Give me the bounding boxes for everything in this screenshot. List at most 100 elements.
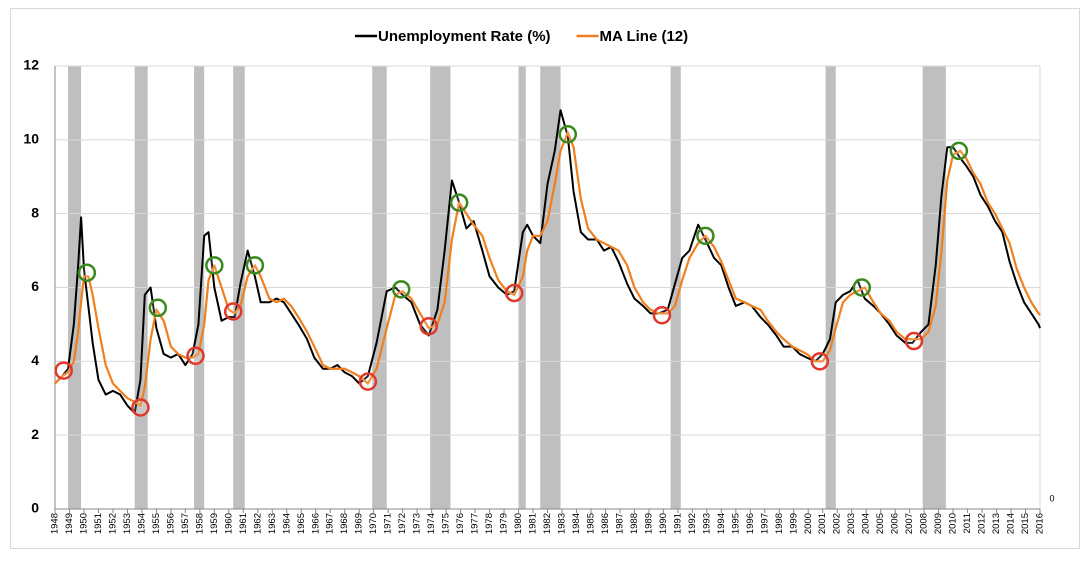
turning-point — [245, 256, 265, 275]
x-tick-label: 1978 — [484, 513, 495, 534]
y-tick-label: 12 — [23, 57, 39, 73]
x-tick-label: 1976 — [455, 513, 466, 534]
legend-label: MA Line (12) — [600, 28, 689, 45]
x-tick-label: 1952 — [107, 513, 118, 534]
y2-tick-label: 0 — [1049, 493, 1054, 503]
x-tick-label: 1992 — [687, 513, 698, 534]
x-tick-label: 2013 — [991, 513, 1002, 534]
x-tick-label: 1986 — [600, 513, 611, 534]
turning-point — [77, 263, 97, 282]
x-tick-label: 1949 — [64, 513, 75, 534]
turning-point — [504, 283, 524, 303]
x-tick-label: 2016 — [1035, 513, 1046, 534]
turning-point — [131, 398, 150, 417]
x-tick-label: 2011 — [962, 513, 973, 533]
turning-point — [54, 361, 73, 380]
x-tick-label: 1997 — [759, 513, 770, 534]
x-tick-label: 1954 — [136, 513, 147, 534]
x-tick-label: 1959 — [209, 513, 220, 534]
x-tick-label: 1970 — [368, 513, 379, 534]
turning-point — [186, 346, 205, 366]
x-tick-label: 1971 — [383, 513, 394, 534]
x-tick-label: 2004 — [861, 513, 872, 534]
x-tick-label: 2015 — [1020, 513, 1031, 534]
x-tick-label: 1963 — [267, 513, 278, 534]
x-tick-label: 2012 — [977, 513, 988, 534]
x-tick-label: 1980 — [513, 513, 524, 534]
x-tick-label: 1985 — [585, 513, 596, 534]
turning-point — [419, 317, 438, 336]
x-tick-label: 1989 — [643, 513, 654, 534]
x-tick-label: 1962 — [252, 513, 263, 534]
y-tick-label: 4 — [31, 352, 39, 368]
legend-label: Unemployment Rate (%) — [378, 28, 551, 45]
turning-point — [148, 298, 168, 318]
x-tick-label: 1951 — [93, 513, 104, 534]
x-tick-label: 1983 — [557, 513, 568, 534]
x-tick-label: 1961 — [238, 513, 249, 534]
x-tick-label: 1953 — [122, 513, 133, 534]
x-tick-label: 1998 — [774, 513, 785, 534]
x-tick-label: 2000 — [803, 513, 814, 534]
x-tick-label: 1988 — [629, 513, 640, 534]
turning-point — [810, 352, 830, 371]
x-tick-label: 1995 — [730, 513, 741, 534]
x-tick-label: 2001 — [817, 513, 828, 534]
x-tick-label: 1982 — [542, 513, 553, 534]
x-tick-label: 1972 — [397, 513, 408, 534]
turning-point — [449, 193, 469, 212]
turning-point — [904, 331, 924, 351]
x-tick-label: 1967 — [325, 513, 336, 534]
x-tick-label: 1975 — [441, 513, 452, 534]
x-tick-label: 2006 — [890, 513, 901, 534]
x-tick-label: 1948 — [50, 513, 61, 534]
x-tick-label: 1950 — [78, 513, 89, 534]
x-tick-label: 1966 — [310, 513, 321, 534]
x-tick-label: 2009 — [933, 513, 944, 534]
x-tick-label: 1974 — [426, 513, 437, 534]
x-tick-label: 1956 — [165, 513, 176, 534]
x-tick-label: 1991 — [672, 513, 683, 534]
x-tick-label: 1960 — [223, 513, 234, 534]
turning-point — [558, 125, 578, 144]
y-tick-label: 2 — [31, 426, 39, 442]
x-tick-label: 1999 — [788, 513, 799, 534]
x-tick-label: 1981 — [528, 513, 539, 534]
x-tick-label: 2005 — [875, 513, 886, 534]
x-tick-label: 1979 — [499, 513, 510, 534]
y-tick-label: 0 — [31, 500, 39, 516]
x-tick-label: 1984 — [571, 513, 582, 534]
x-tick-label: 2014 — [1006, 513, 1017, 534]
x-tick-label: 1994 — [716, 513, 727, 534]
turning-point — [205, 256, 224, 275]
x-tick-label: 1973 — [412, 513, 423, 534]
series-line — [54, 131, 1041, 407]
x-tick-label: 1969 — [354, 513, 365, 534]
turning-point — [652, 305, 672, 325]
x-tick-label: 2002 — [832, 513, 843, 534]
x-tick-label: 2008 — [919, 513, 930, 534]
turning-point — [696, 226, 715, 246]
x-tick-label: 1955 — [151, 513, 162, 534]
turning-point — [358, 372, 378, 391]
x-tick-label: 2003 — [846, 513, 857, 534]
x-tick-label: 1968 — [339, 513, 350, 534]
x-tick-label: 1993 — [701, 513, 712, 534]
x-tick-label: 1957 — [180, 513, 191, 534]
turning-point — [391, 280, 411, 299]
turning-point — [949, 141, 969, 161]
y-tick-label: 8 — [31, 204, 39, 220]
x-tick-label: 1987 — [614, 513, 625, 534]
x-tick-label: 1996 — [745, 513, 756, 534]
x-tick-label: 1958 — [194, 513, 205, 534]
x-tick-label: 2010 — [948, 513, 959, 534]
x-tick-label: 1990 — [658, 513, 669, 534]
x-tick-label: 1965 — [296, 513, 307, 534]
x-tick-label: 1977 — [470, 513, 481, 534]
turning-point — [852, 278, 872, 297]
y-tick-label: 6 — [31, 278, 39, 294]
turning-point — [223, 302, 243, 321]
x-tick-label: 1964 — [281, 513, 292, 534]
y-tick-label: 10 — [23, 131, 39, 147]
